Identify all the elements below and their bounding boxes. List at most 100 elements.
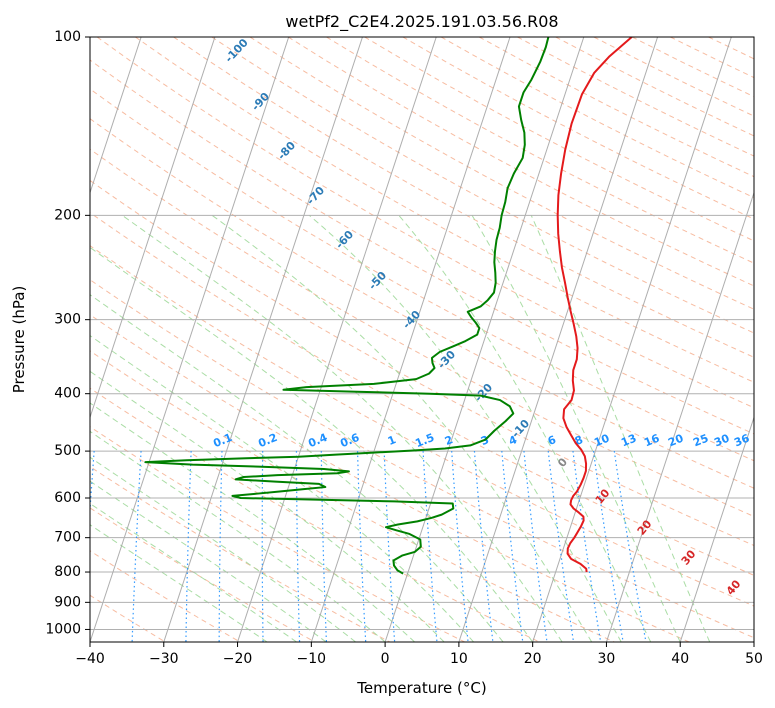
moist-adiabat-label: 40: [724, 577, 744, 597]
isotherm-line: [753, 640, 754, 642]
dry-adiabat-line: [708, 37, 754, 60]
y-tick-label: 900: [54, 594, 81, 610]
plot-frame: [89, 36, 755, 643]
mixing-ratio-label: 16: [642, 432, 661, 450]
mixing-ratio-line: [547, 451, 575, 642]
mixing-ratio-label: 0.4: [306, 431, 329, 450]
mixing-ratio-label: 1.5: [413, 431, 436, 450]
mixing-ratio-label: 20: [666, 432, 685, 450]
dry-adiabat-line: [90, 387, 540, 642]
dry-adiabat-line: [287, 37, 754, 287]
mixing-ratio-line: [572, 451, 602, 642]
mixing-ratio-line: [185, 451, 192, 642]
mixing-ratio-label: 0.6: [338, 431, 361, 450]
isotherm-line: [310, 37, 511, 642]
isotherm-line: [163, 37, 363, 642]
moist-adiabat-label: 30: [679, 547, 699, 567]
dewpoint-line: [144, 37, 550, 575]
y-tick-label: 500: [54, 443, 81, 459]
sounding-series: [144, 37, 633, 575]
moist-adiabat-line: [121, 214, 563, 642]
mixing-ratio-line: [451, 451, 469, 642]
moist-adiabat-label: 20: [635, 517, 655, 537]
x-tick-label: 0: [381, 651, 390, 667]
mixing-ratio-label: 2: [443, 433, 455, 448]
mixing-ratio-line: [261, 451, 264, 642]
dry-adiabat-line: [90, 179, 754, 547]
y-tick-label: 700: [54, 530, 81, 546]
y-tick-label: 800: [54, 564, 81, 580]
dry-adiabat-line: [90, 426, 465, 642]
dry-adiabat-line: [90, 279, 754, 639]
isotherm-line: [605, 191, 754, 642]
x-tick-label: −40: [75, 651, 105, 667]
y-tick-label: 100: [54, 29, 81, 45]
dry-adiabat-label: -60: [333, 228, 356, 252]
moist-adiabat-line: [530, 215, 711, 642]
x-tick-label: 30: [598, 651, 616, 667]
dry-adiabat-line: [90, 507, 316, 642]
moist-adiabat-line: [90, 246, 534, 642]
isotherm-line: [90, 37, 142, 195]
x-tick-label: 10: [450, 651, 468, 667]
dry-adiabat-line: [90, 245, 754, 607]
moist-adiabat-line: [398, 215, 652, 642]
moist-adiabat-line: [90, 456, 356, 642]
line-labels: -100-90-80-70-60-50-40-30-20-10010203040…: [211, 36, 751, 598]
mixing-ratio-line: [422, 451, 438, 642]
x-tick-label: −20: [223, 651, 253, 667]
mixing-ratio-line: [613, 451, 647, 642]
y-tick-label: 300: [54, 312, 81, 328]
mixing-ratio-line: [320, 451, 328, 642]
moist-adiabat-line: [309, 214, 622, 642]
y-tick-label: 1000: [45, 621, 81, 637]
y-axis-title: Pressure (hPa): [10, 286, 28, 394]
mixing-ratio-label: 6: [546, 433, 558, 448]
mixing-ratio-label: 25: [691, 432, 710, 450]
dry-adiabat-line: [135, 37, 754, 383]
mixing-ratio-label: 30: [712, 432, 731, 450]
dry-adiabat-line: [90, 350, 615, 642]
mixing-ratio-line: [383, 451, 396, 642]
moist-adiabat-line: [90, 294, 504, 642]
mixing-ratio-label: 1: [386, 433, 398, 448]
mixing-ratio-line: [473, 451, 494, 642]
moist-adiabat-line: [90, 402, 415, 642]
x-tick-label: −30: [149, 651, 179, 667]
x-tick-label: 20: [524, 651, 542, 667]
dry-adiabat-label: -20: [472, 381, 495, 405]
dry-adiabat-line: [90, 118, 754, 489]
mixing-ratio-line: [592, 451, 624, 642]
mixing-ratio-label: 0.1: [211, 431, 234, 450]
dry-adiabat-line: [90, 148, 754, 518]
chart-title: wetPf2_C2E4.2025.191.03.56.R08: [285, 12, 558, 32]
moist-adiabat-label: 0: [555, 455, 570, 469]
moist-adiabat-line: [90, 480, 327, 642]
mixing-ratio-label: 36: [732, 432, 751, 450]
moist-adiabat-line: [90, 502, 297, 642]
moist-adiabat-line: [90, 334, 475, 642]
isotherm-line: [458, 37, 659, 642]
x-axis-title: Temperature (°C): [356, 679, 486, 697]
mixing-ratio-line: [295, 451, 301, 642]
dry-adiabat-line: [90, 314, 690, 642]
moist-adiabat-line: [211, 214, 593, 642]
dry-adiabat-label: -30: [435, 348, 458, 372]
mixing-ratio-line: [90, 451, 95, 519]
mixing-ratio-line: [523, 451, 548, 642]
isotherm-line: [384, 37, 585, 642]
mixing-ratio-line: [356, 451, 367, 642]
dry-adiabat-line: [96, 37, 754, 409]
mixing-ratio-label: 8: [573, 433, 585, 448]
dry-adiabat-label: -50: [366, 269, 389, 293]
x-tick-label: 50: [745, 651, 763, 667]
isotherm-line: [532, 37, 732, 642]
moist-adiabat-line: [471, 215, 681, 642]
mixing-ratio-label: 13: [619, 432, 638, 450]
isotherm-line: [90, 37, 216, 419]
y-tick-label: 400: [54, 386, 81, 402]
dry-adiabat-label: -100: [222, 36, 251, 65]
mixing-ratio-label: 0.2: [256, 431, 279, 450]
y-tick-label: 600: [54, 490, 81, 506]
